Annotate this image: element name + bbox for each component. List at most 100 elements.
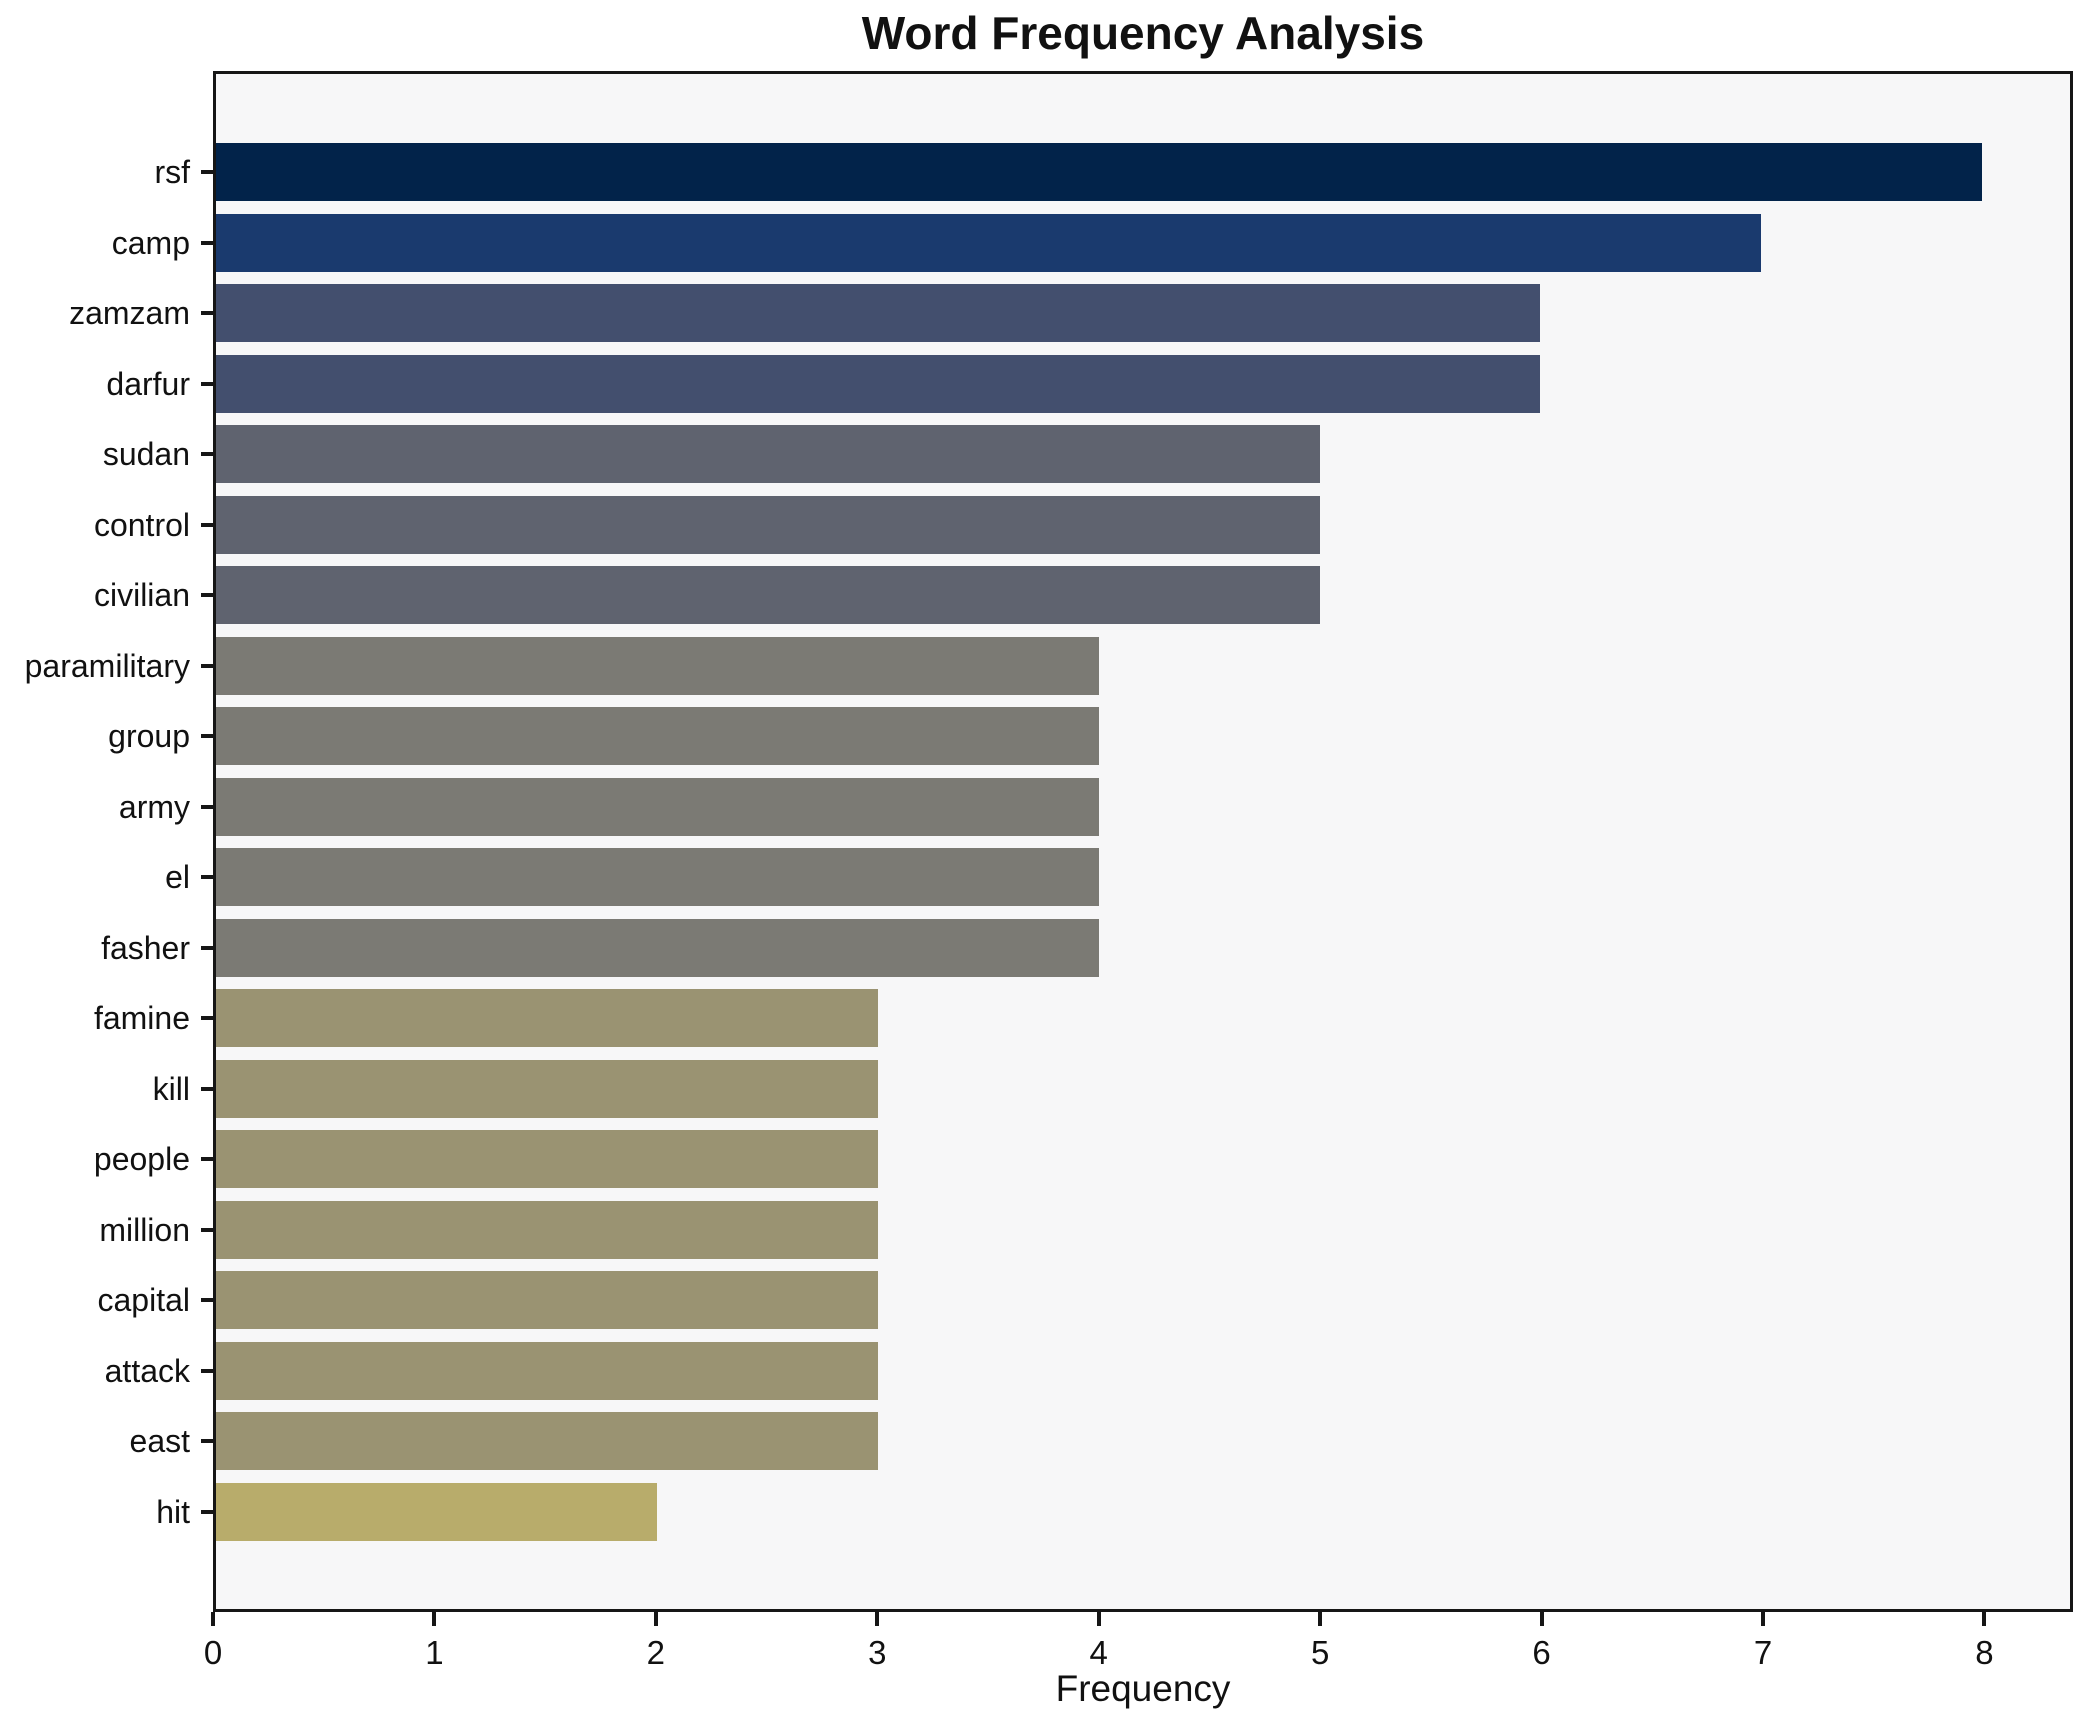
bar-east — [216, 1412, 879, 1470]
y-tick-label: kill — [152, 1070, 190, 1107]
bar-people — [216, 1130, 879, 1188]
bar-darfur — [216, 354, 1541, 413]
bar-hit — [216, 1482, 658, 1541]
bar-row: fasher — [101, 918, 2070, 977]
y-tick-mark — [201, 1509, 215, 1514]
bar-camp — [216, 213, 1761, 272]
y-tick-label: people — [93, 1141, 190, 1177]
bar-attack — [216, 1341, 879, 1400]
x-tick-mark — [1982, 1612, 1987, 1626]
bar-row: million — [99, 1200, 2070, 1259]
x-tick-mark — [1318, 1612, 1323, 1626]
bar-el — [216, 848, 1099, 906]
bar-group — [216, 707, 1099, 765]
x-axis: 0 1 2 3 4 5 6 7 8 — [204, 1612, 2073, 1702]
x-tick-mark — [1096, 1612, 1101, 1626]
bar-row: control — [94, 495, 2070, 554]
y-tick-label: attack — [104, 1352, 190, 1389]
y-tick-mark — [201, 875, 215, 879]
y-tick-mark — [201, 945, 215, 950]
x-tick-label: 0 — [203, 1634, 223, 1671]
y-tick-mark — [201, 804, 215, 809]
bar-row: people — [94, 1130, 2070, 1188]
x-tick-label: 5 — [1310, 1634, 1330, 1671]
x-tick-mark — [1539, 1612, 1544, 1626]
y-tick-label: famine — [93, 1000, 190, 1036]
y-tick-mark — [201, 170, 215, 174]
y-tick-mark — [201, 1368, 215, 1373]
y-tick-mark — [201, 734, 215, 738]
x-tick-label: 3 — [868, 1634, 887, 1671]
bar-capital — [216, 1271, 879, 1329]
bar-row: paramilitary — [25, 636, 2070, 695]
y-tick-label: group — [108, 718, 190, 754]
bar-civilian — [216, 566, 1320, 624]
bar-row: darfur — [106, 354, 2070, 413]
y-tick-label: rsf — [154, 154, 190, 190]
y-tick-label: hit — [156, 1493, 190, 1530]
y-tick-label: million — [99, 1211, 190, 1248]
chart-title: Word Frequency Analysis — [861, 7, 1425, 59]
bar-row: famine — [94, 989, 2070, 1047]
x-axis-label: Frequency — [1055, 1668, 1231, 1709]
bar-row: east — [130, 1412, 2070, 1470]
bar-row: camp — [112, 213, 2070, 272]
x-tick-label: 1 — [425, 1634, 444, 1671]
y-tick-label: capital — [97, 1282, 191, 1318]
y-tick-label: civilian — [93, 577, 190, 613]
y-tick-label: control — [93, 506, 190, 543]
bar-row: group — [108, 707, 2070, 765]
bar-paramilitary — [216, 636, 1099, 695]
bar-famine — [216, 989, 879, 1047]
y-tick-label: fasher — [101, 929, 190, 966]
bar-row: el — [165, 848, 2070, 906]
bar-rsf — [216, 143, 1982, 201]
x-tick-label: 4 — [1089, 1634, 1108, 1671]
y-tick-label: zamzam — [69, 295, 190, 331]
y-tick-mark — [201, 452, 215, 456]
x-tick-label: 7 — [1753, 1634, 1773, 1671]
y-tick-mark — [201, 1086, 215, 1091]
y-tick-label: army — [118, 788, 190, 825]
y-tick-label: camp — [111, 224, 190, 261]
y-tick-label: el — [165, 859, 190, 895]
bar-zamzam — [216, 284, 1541, 342]
y-tick-mark — [201, 663, 215, 668]
x-tick-label: 6 — [1532, 1634, 1551, 1671]
bar-row: zamzam — [69, 284, 2070, 342]
y-tick-mark — [201, 1157, 215, 1161]
y-tick-mark — [201, 1298, 215, 1302]
y-tick-mark — [201, 381, 215, 386]
y-tick-mark — [201, 311, 215, 315]
x-tick-mark — [432, 1612, 437, 1626]
x-tick-mark — [1761, 1612, 1765, 1626]
x-tick-mark — [875, 1612, 880, 1626]
bar-kill — [216, 1059, 879, 1118]
x-tick-mark — [653, 1612, 658, 1626]
bar-row: capital — [98, 1271, 2070, 1329]
bar-row: sudan — [103, 425, 2070, 483]
bar-row: rsf — [154, 143, 2070, 201]
y-tick-label: paramilitary — [24, 647, 190, 684]
bar-army — [216, 777, 1099, 836]
bar-row: attack — [105, 1341, 2070, 1400]
y-tick-mark — [201, 1016, 215, 1020]
bar-row: kill — [153, 1059, 2070, 1118]
bar-fasher — [216, 918, 1099, 977]
y-tick-label: east — [129, 1423, 190, 1459]
y-tick-mark — [201, 240, 215, 245]
y-tick-label: darfur — [106, 365, 190, 402]
x-tick-label: 2 — [646, 1634, 666, 1671]
y-tick-mark — [201, 1227, 215, 1232]
y-tick-mark — [201, 1439, 215, 1443]
bar-million — [216, 1200, 879, 1259]
y-tick-mark — [201, 522, 215, 527]
bar-sudan — [216, 425, 1320, 483]
y-tick-label: sudan — [102, 436, 190, 472]
y-tick-mark — [201, 593, 215, 597]
x-tick-mark — [211, 1612, 215, 1626]
x-tick-label: 8 — [1975, 1634, 1994, 1671]
plot-area: rsf camp zamzam darfur sudan control civilian p… — [25, 71, 2073, 1612]
bar-control — [216, 495, 1320, 554]
